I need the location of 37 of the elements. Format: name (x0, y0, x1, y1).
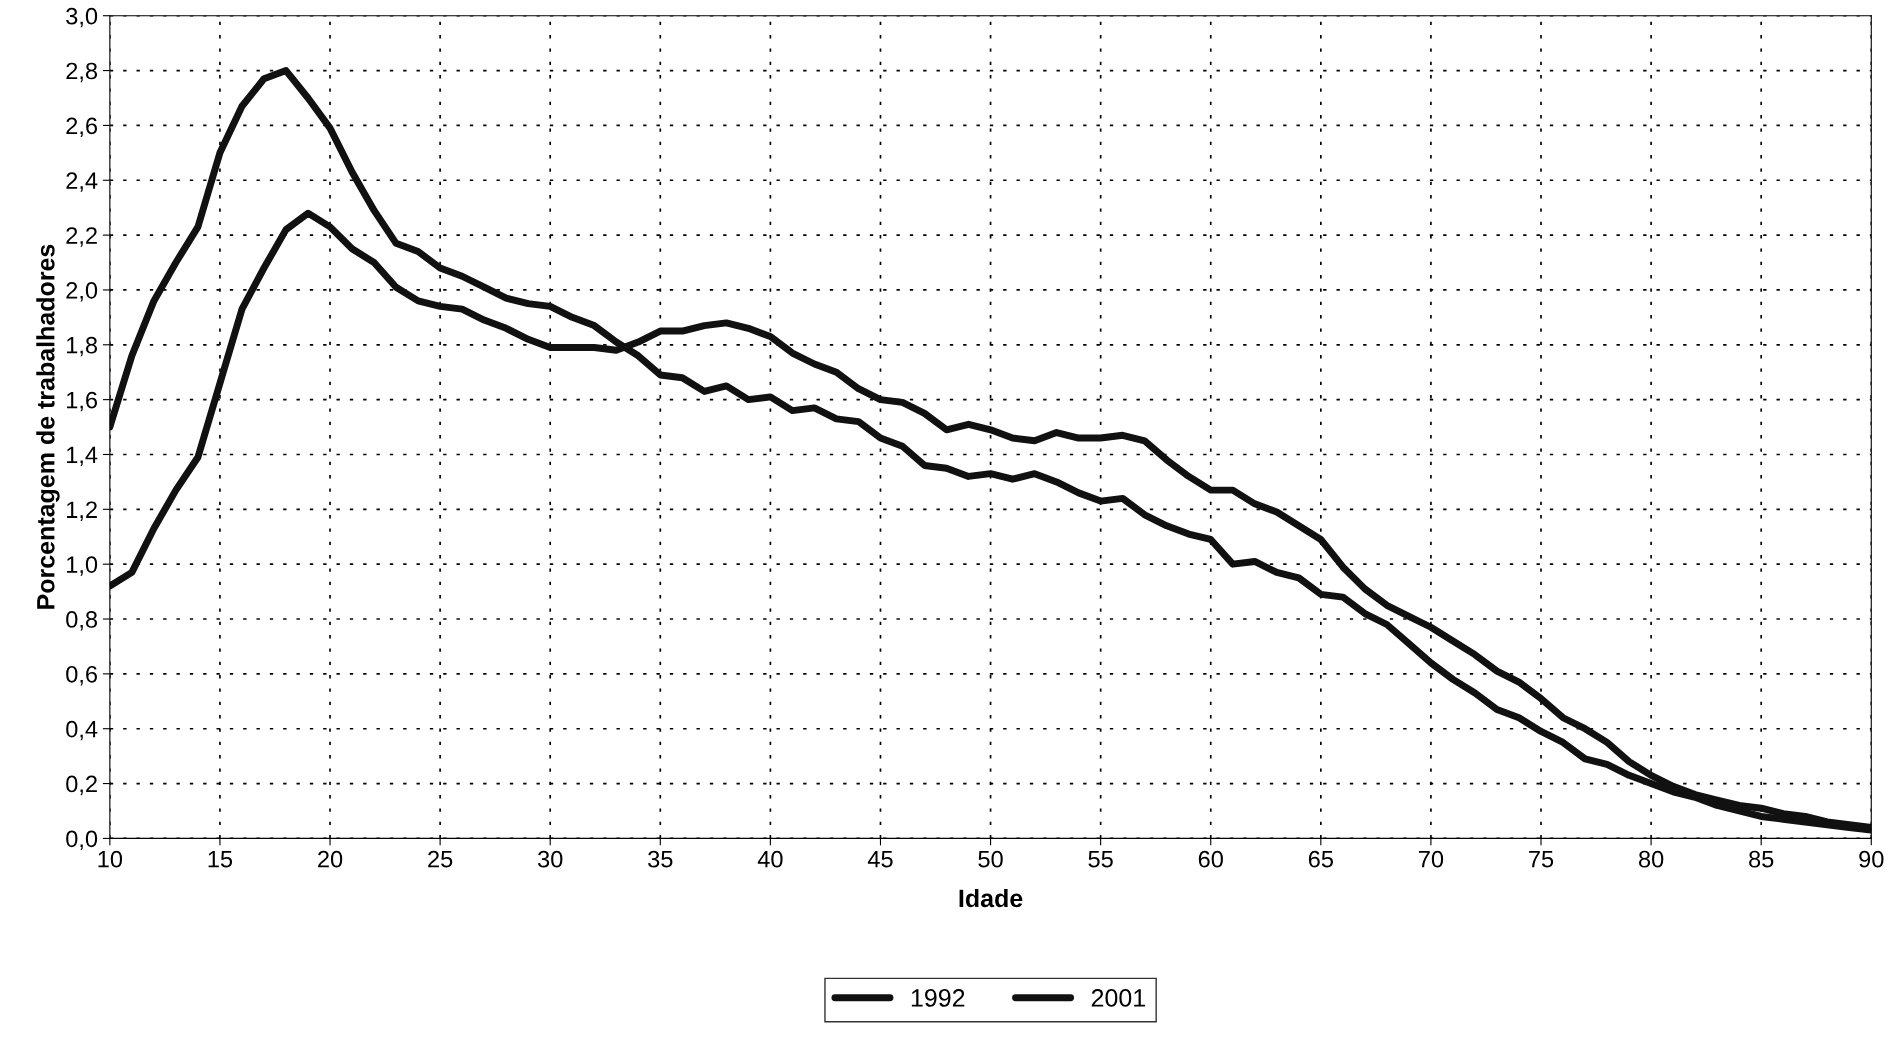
x-tick-label: 85 (1749, 850, 1774, 868)
x-tick-label: 25 (428, 850, 453, 868)
y-tick-label: 0,8 (66, 611, 98, 631)
legend-label: 1992 (911, 989, 965, 1007)
x-tick-label: 10 (98, 850, 123, 868)
x-axis-title: Idade (959, 888, 1023, 908)
x-tick-label: 60 (1198, 850, 1223, 868)
y-tick-label: 2,8 (66, 62, 98, 83)
y-tick-label: 1,4 (67, 446, 98, 467)
legend-label: 2001 (1091, 989, 1145, 1007)
y-axis-title: Porcentagem de trabalhadores (36, 244, 60, 609)
y-tick-label: 0,2 (66, 775, 97, 796)
x-tick-label: 15 (208, 851, 233, 868)
y-tick-label: 2,4 (66, 172, 98, 192)
y-tick-label: 2,0 (66, 282, 98, 302)
y-tick-label: 1,6 (67, 391, 98, 412)
y-tick-label: 2,2 (66, 227, 97, 247)
x-tick-label: 65 (1308, 850, 1333, 868)
y-tick-label: 1,0 (67, 556, 98, 576)
y-tick-label: 0,4 (66, 720, 98, 741)
x-tick-label: 70 (1419, 850, 1444, 868)
y-tick-label: 3,0 (66, 7, 98, 28)
y-tick-label: 2,6 (66, 117, 98, 137)
x-tick-label: 50 (978, 850, 1003, 868)
x-tick-label: 90 (1859, 850, 1884, 868)
y-tick-label: 1,2 (67, 501, 97, 521)
x-tick-label: 30 (537, 850, 563, 868)
x-tick-label: 55 (1088, 851, 1113, 868)
y-tick-label: 0,6 (66, 665, 98, 686)
x-tick-label: 80 (1638, 850, 1664, 868)
y-tick-label: 1,8 (67, 336, 98, 357)
x-tick-label: 35 (648, 850, 673, 868)
x-tick-label: 20 (318, 850, 343, 868)
x-tick-label: 75 (1529, 851, 1554, 868)
x-tick-label: 40 (757, 850, 783, 868)
x-tick-label: 45 (867, 851, 893, 868)
y-tick-label: 0,0 (66, 830, 98, 850)
